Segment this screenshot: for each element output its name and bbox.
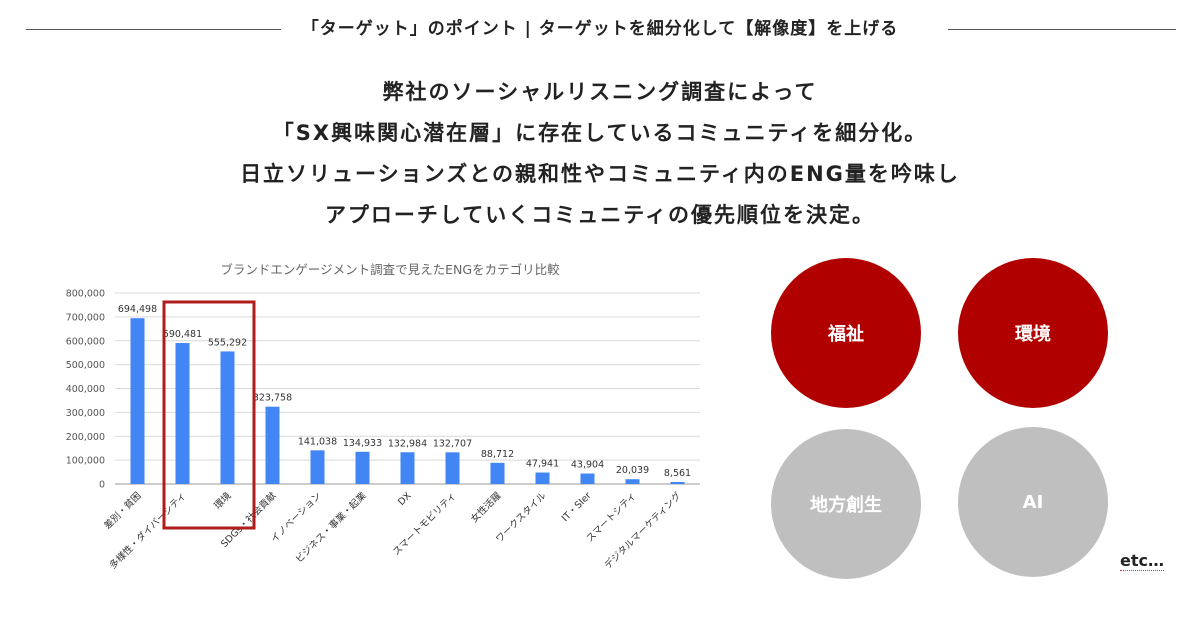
category-label: IT・SIer	[560, 490, 594, 524]
category-label: DX	[396, 490, 414, 508]
bar-value-label: 134,933	[343, 438, 382, 449]
bar	[175, 343, 190, 484]
chart-title: ブランドエンゲージメント調査で見えたENGをカテゴリ比較	[220, 262, 560, 277]
eng-bar-chart: ブランドエンゲージメント調査で見えたENGをカテゴリ比較 0 100,000 200…	[66, 262, 700, 572]
y-tick-label: 100,000	[66, 456, 105, 467]
bar-value-label: 43,904	[571, 460, 604, 471]
community-circle-regional-revitalization: 地方創生	[771, 429, 921, 579]
bar-value-label: 141,038	[298, 436, 337, 447]
bar	[580, 473, 595, 484]
bar	[670, 481, 685, 484]
header-line-right	[948, 29, 1176, 30]
community-circle-environment: 環境	[958, 258, 1108, 408]
bar-value-label: 88,712	[481, 449, 514, 460]
bar-value-label: 590,481	[163, 329, 202, 340]
bar-value-label: 132,984	[388, 438, 427, 449]
highlight-box	[162, 300, 256, 530]
category-label: 女性活躍	[468, 490, 503, 525]
header-title-text: 「ターゲット」のポイント | ターゲットを細分化して【解像度】を上げる	[283, 19, 917, 39]
y-tick-label: 700,000	[66, 312, 105, 323]
bar-value-label: 323,758	[253, 393, 292, 404]
bar	[310, 450, 325, 484]
bar-value-label: 20,039	[616, 465, 649, 476]
bar-value-label: 132,707	[433, 438, 472, 449]
y-tick-label: 300,000	[66, 408, 105, 419]
y-tick-label: 200,000	[66, 432, 105, 443]
category-label: 差別・貧困	[102, 490, 144, 532]
header-line-left	[26, 29, 281, 30]
community-label: AI	[1022, 491, 1044, 513]
bar	[445, 452, 460, 484]
bar	[400, 452, 415, 484]
y-tick-label: 400,000	[66, 384, 105, 395]
community-label: 地方創生	[810, 495, 882, 516]
y-tick-label: 800,000	[66, 289, 105, 300]
header-title: 「ターゲット」のポイント | ターゲットを細分化して【解像度】を上げる	[0, 14, 1200, 39]
bar	[625, 479, 640, 484]
category-label: 環境	[212, 489, 234, 511]
bar-value-label: 47,941	[526, 459, 559, 470]
community-circle-ai: AI	[958, 427, 1108, 577]
community-circle-welfare: 福祉	[771, 258, 921, 408]
category-label: デジタルマーケティング	[602, 489, 684, 571]
bar	[220, 351, 235, 484]
bar	[490, 462, 505, 484]
y-tick-label: 500,000	[66, 360, 105, 371]
community-label: 福祉	[828, 324, 864, 345]
y-tick-label: 600,000	[66, 336, 105, 347]
lead-line-3: 日立ソリューションズとの親和性やコミュニティ内のENG量を吟味し	[240, 162, 960, 186]
bar-value-label: 694,498	[118, 304, 157, 315]
bar-value-label: 8,561	[664, 468, 691, 479]
bar-value-label: 555,292	[208, 337, 247, 348]
y-tick-label: 0	[99, 480, 105, 491]
lead-line-1: 弊社のソーシャルリスニング調査によって	[382, 80, 818, 104]
bar	[355, 451, 370, 484]
category-label: 多様性・ダイバーシティ	[107, 490, 189, 572]
bar	[130, 318, 145, 484]
etc-label: etc…	[1120, 551, 1164, 571]
bar	[265, 406, 280, 484]
bar	[535, 472, 550, 484]
lead-line-4: アプローチしていくコミュニティの優先順位を決定。	[324, 203, 876, 227]
lead-line-2: 「SX興味関心潜在層」に存在しているコミュニティを細分化。	[272, 121, 928, 145]
community-label: 環境	[1015, 324, 1051, 345]
